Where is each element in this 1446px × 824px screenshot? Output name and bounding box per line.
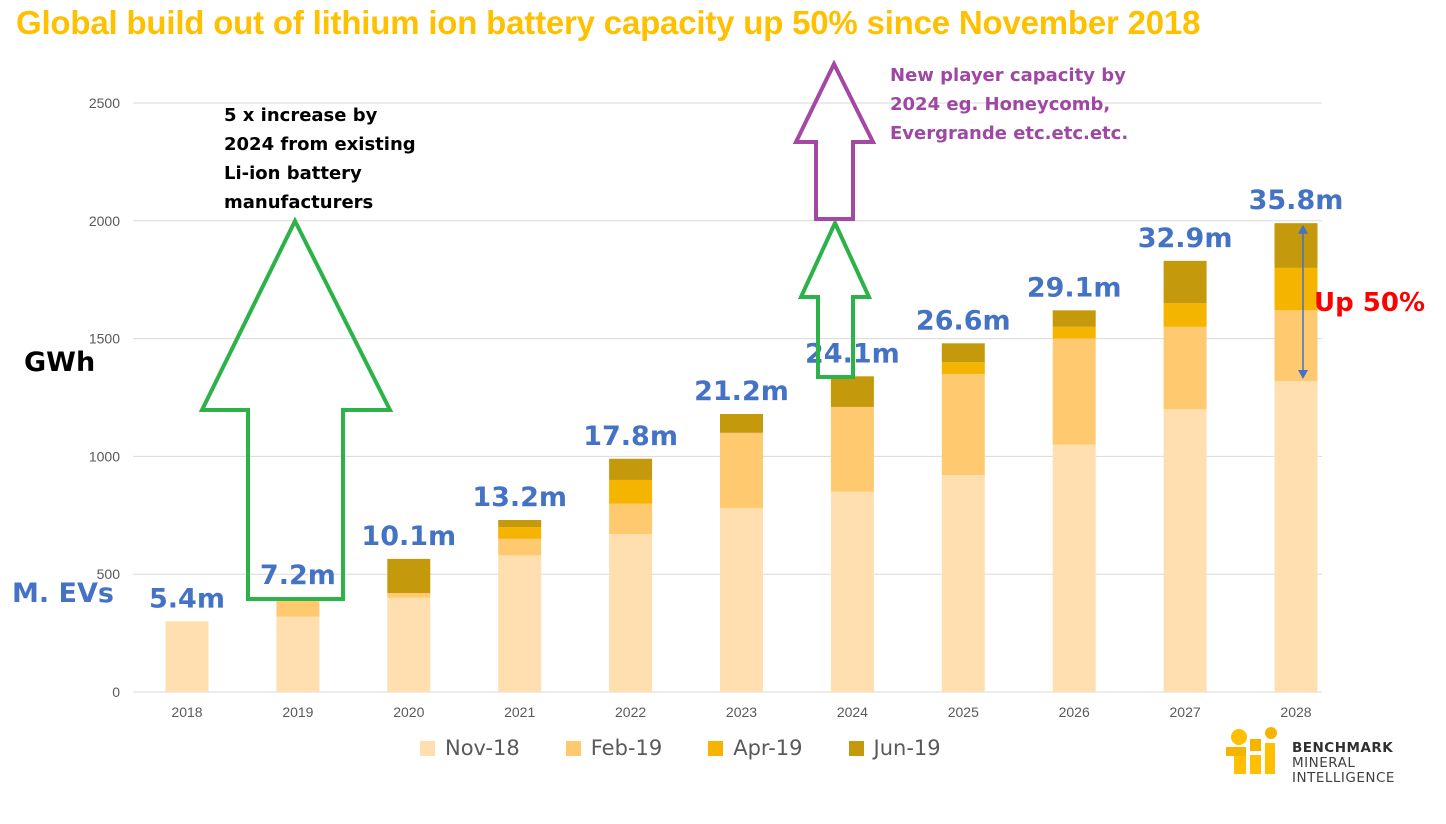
bar-segment-nov-18 [1052, 444, 1096, 692]
legend-label: Apr-19 [733, 736, 803, 760]
bar-segment-nov-18 [941, 475, 985, 692]
bar-segment-nov-18 [165, 621, 209, 692]
ev-label: 13.2m [472, 482, 567, 513]
bar-segment-jun-19 [830, 376, 874, 407]
bar-segment-apr-19 [1052, 326, 1096, 339]
bar-segment-feb-19 [387, 593, 431, 598]
legend-item-jun19: Jun-19 [848, 736, 941, 760]
bars [165, 223, 1318, 692]
legend-item-apr19: Apr-19 [708, 736, 803, 760]
x-axis-ticks: 2018 2019 2020 2021 2022 2023 2024 2025 2026 2027… [171, 704, 1311, 720]
bar-segment-nov-18 [1163, 409, 1207, 692]
benchmark-logo-mark-icon [1226, 727, 1277, 774]
bar-segment-jun-19 [609, 458, 653, 480]
y-tick-label: 1000 [89, 448, 120, 464]
bar-segment-apr-19 [1163, 303, 1207, 327]
bar-segment-feb-19 [1274, 310, 1318, 382]
bar-segment-apr-19 [498, 527, 542, 539]
bar-segment-feb-19 [498, 538, 542, 556]
x-tick-label: 2020 [393, 704, 424, 720]
ev-label: 21.2m [694, 376, 789, 407]
legend-label: Feb-19 [590, 736, 663, 760]
bar-segment-apr-19 [941, 362, 985, 374]
logo-line-2: MINERAL [1292, 755, 1356, 771]
x-tick-label: 2021 [504, 704, 535, 720]
bar-segment-nov-18 [720, 508, 763, 692]
legend-item-feb19: Feb-19 [565, 736, 663, 760]
existing-manufacturers-note: 5 x increase by 2024 from existing Li-io… [224, 105, 416, 213]
bar-segment-nov-18 [609, 534, 653, 692]
legend: Nov-18 Feb-19 Apr-19 Jun-19 [420, 736, 987, 760]
y-tick-label: 2000 [89, 213, 120, 229]
ev-label: 35.8m [1249, 185, 1344, 216]
ev-label: 29.1m [1027, 272, 1122, 303]
bar-segment-apr-19 [1274, 267, 1318, 311]
y-tick-label: 0 [112, 684, 120, 700]
y-tick-label: 2500 [89, 95, 120, 111]
ev-label: 32.9m [1138, 223, 1233, 254]
legend-label: Jun-19 [873, 736, 941, 760]
bar-segment-feb-19 [830, 406, 874, 492]
bar-segment-jun-19 [498, 520, 542, 528]
legend-swatch [565, 740, 581, 756]
legend-swatch [708, 740, 724, 756]
bar-segment-jun-19 [1052, 310, 1096, 327]
x-tick-label: 2019 [282, 704, 313, 720]
ev-series-label: M. EVs [12, 578, 114, 609]
annotation-arrows [198, 59, 1308, 601]
x-tick-label: 2025 [948, 704, 979, 720]
x-tick-label: 2022 [615, 704, 646, 720]
legend-swatch [848, 740, 864, 756]
legend-label: Nov-18 [445, 736, 520, 760]
bar-segment-feb-19 [720, 432, 763, 509]
ev-label: 17.8m [583, 421, 678, 452]
x-tick-label: 2024 [837, 704, 868, 720]
green-arrow-2019-icon [198, 216, 394, 601]
x-tick-label: 2027 [1170, 704, 1201, 720]
bar-segment-feb-19 [941, 373, 985, 476]
bar-segment-feb-19 [1163, 326, 1207, 410]
ev-label: 10.1m [361, 521, 456, 552]
benchmark-logo: BENCHMARK MINERAL INTELLIGENCE [1226, 725, 1426, 795]
y-axis-label: GWh [24, 347, 96, 378]
legend-item-nov18: Nov-18 [420, 736, 520, 760]
chart-title: Global build out of lithium ion battery … [16, 4, 1201, 41]
x-tick-label: 2018 [171, 704, 202, 720]
purple-arrow-icon [792, 59, 877, 221]
down-arrow-head-icon [1298, 370, 1308, 380]
ev-label: 26.6m [916, 305, 1011, 336]
bar-segment-feb-19 [276, 597, 320, 617]
bar-segment-jun-19 [387, 558, 431, 594]
y-tick-label: 500 [97, 566, 121, 582]
bar-segment-jun-19 [1163, 260, 1207, 304]
bar-segment-nov-18 [498, 555, 542, 692]
up-50-percent-label: Up 50% [1314, 288, 1426, 318]
up-arrow-head-icon [1298, 224, 1308, 234]
legend-swatch [420, 740, 435, 756]
y-tick-label: 1500 [89, 331, 120, 347]
ev-labels: 5.4m7.2m10.1m13.2m17.8m21.2m24.1m26.6m29… [149, 185, 1343, 614]
logo-line-3: INTELLIGENCE [1292, 770, 1395, 786]
y-axis-ticks: 0 500 1000 1500 2000 2500 [89, 95, 120, 700]
green-arrow-2024-icon [797, 218, 873, 379]
bar-segment-feb-19 [1052, 338, 1096, 445]
bar-segment-jun-19 [720, 413, 763, 433]
x-tick-label: 2023 [726, 704, 757, 720]
ev-label: 7.2m [260, 560, 336, 591]
bar-segment-nov-18 [276, 616, 320, 692]
x-tick-label: 2028 [1280, 704, 1311, 720]
logo-text: BENCHMARK MINERAL INTELLIGENCE [1292, 741, 1395, 786]
x-tick-label: 2026 [1059, 704, 1090, 720]
new-player-note: New player capacity by 2024 eg. Honeycom… [890, 65, 1129, 144]
bar-segment-feb-19 [609, 503, 653, 535]
bar-segment-jun-19 [1274, 223, 1318, 268]
bar-segment-jun-19 [941, 343, 985, 363]
bar-segment-apr-19 [609, 479, 653, 504]
bar-segment-nov-18 [830, 491, 874, 692]
bar-segment-nov-18 [387, 597, 431, 692]
logo-line-1: BENCHMARK [1292, 740, 1394, 756]
bar-segment-nov-18 [1274, 381, 1318, 692]
ev-label: 5.4m [149, 583, 225, 614]
